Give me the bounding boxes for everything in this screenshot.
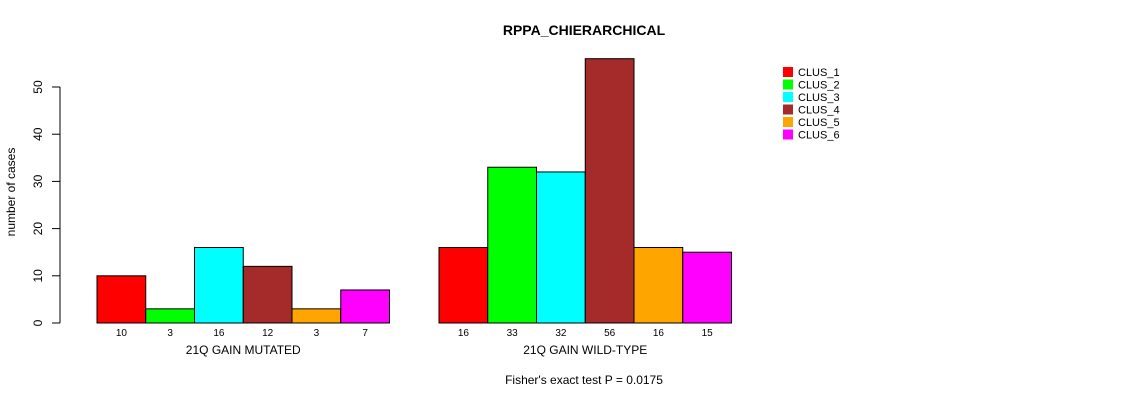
legend-swatch [783,79,793,90]
legend-label: CLUS_3 [798,92,840,104]
y-tick-label: 0 [31,319,45,326]
bar-group: 10 3 16 12 3 7 21Q GAIN MUTATED [96,246,390,357]
bar-clus-2 [145,308,195,324]
fisher-test-footnote: Fisher's exact test P = 0.0175 [505,373,663,387]
legend-label: CLUS_2 [798,80,840,92]
legend-swatch [783,92,793,102]
bar-clus-5 [291,308,342,324]
bar-count-label: 7 [362,328,368,339]
group-label: 21Q GAIN WILD-TYPE [523,343,647,357]
bar-count-label: 56 [604,328,616,339]
legend-label: CLUS_6 [798,130,840,142]
chart-title: RPPA_CHIERARCHICAL [503,22,666,38]
bar-count-label: 10 [116,328,128,339]
legend-swatch [783,129,793,140]
bar-count-label: 16 [213,328,225,339]
bar-clus-1 [96,275,147,324]
y-tick-label: 10 [31,269,45,283]
bar-clus-4 [242,265,293,324]
legend-label: CLUS_4 [798,105,840,117]
bar-count-label: 33 [507,328,519,339]
bars-group: 10 3 16 12 3 7 21Q GAIN MUTATED 16 33 32 56 16 15 21Q… [96,58,732,357]
bar-clus-4 [584,58,635,324]
bar-count-label: 3 [314,328,320,339]
legend-swatch [783,117,793,127]
group-label: 21Q GAIN MUTATED [186,343,301,357]
bar-count-label: 3 [167,328,173,339]
bar-count-label: 16 [653,328,665,339]
bar-count-label: 16 [458,328,470,339]
y-tick-label: 40 [31,127,45,141]
y-axis-label: number of cases [4,148,18,237]
bar-clus-5 [633,246,684,324]
bar-clus-6 [682,251,732,324]
bar-count-label: 12 [262,328,274,339]
bar-count-label: 15 [702,328,714,339]
y-tick-label: 30 [31,174,45,188]
legend-swatch [783,67,793,77]
legend-label: CLUS_5 [798,117,840,129]
y-axis: 0 10 20 30 40 50 [31,80,61,326]
bar-group: 16 33 32 56 16 15 21Q GAIN WILD-TYPE [438,58,732,357]
bar-clus-2 [487,166,537,324]
bar-clus-3 [194,246,244,324]
legend-label: CLUS_1 [798,67,840,79]
bar-clus-6 [340,289,390,324]
legend-swatch [783,104,793,115]
y-tick-label: 50 [31,80,45,94]
bar-clus-1 [438,246,489,324]
bar-clus-3 [536,171,586,324]
y-tick-label: 20 [31,222,45,236]
bar-count-label: 32 [555,328,567,339]
